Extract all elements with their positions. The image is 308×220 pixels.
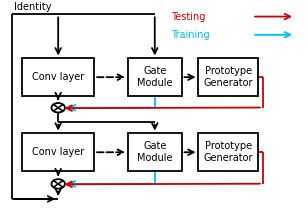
Text: Conv layer: Conv layer — [32, 72, 84, 82]
FancyBboxPatch shape — [198, 134, 258, 171]
FancyBboxPatch shape — [22, 58, 94, 96]
FancyBboxPatch shape — [128, 134, 182, 171]
Text: Conv layer: Conv layer — [32, 147, 84, 157]
FancyBboxPatch shape — [128, 58, 182, 96]
Text: Prototype
Generator: Prototype Generator — [204, 66, 253, 88]
Text: Identity: Identity — [14, 2, 51, 12]
Text: Prototype
Generator: Prototype Generator — [204, 141, 253, 163]
Text: Gate
Module: Gate Module — [137, 141, 172, 163]
Text: Gate
Module: Gate Module — [137, 66, 172, 88]
FancyBboxPatch shape — [22, 134, 94, 171]
FancyBboxPatch shape — [198, 58, 258, 96]
Text: Testing: Testing — [171, 12, 205, 22]
Text: Training: Training — [171, 30, 209, 40]
